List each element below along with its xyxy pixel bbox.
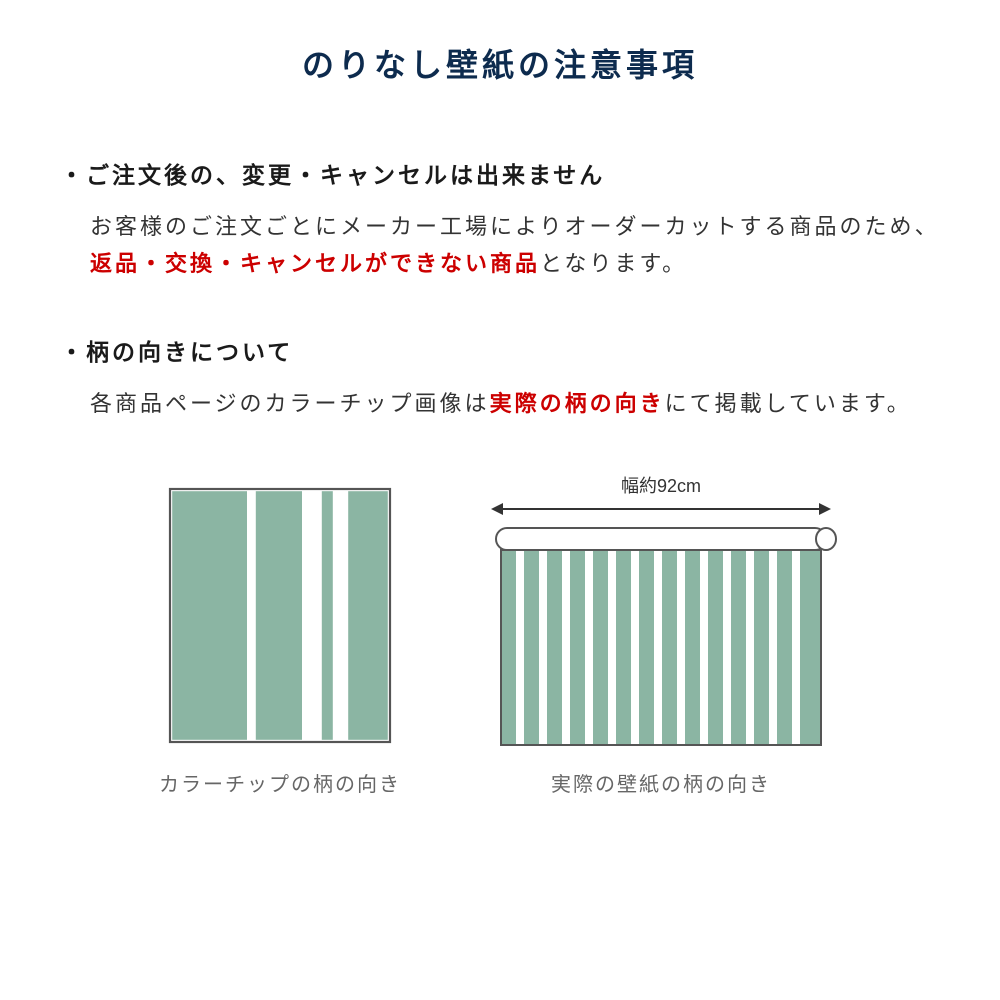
- diagram-row: カラーチップの柄の向き 幅約92cm: [60, 472, 940, 797]
- color-chip-diagram: カラーチップの柄の向き: [159, 478, 401, 797]
- section2-text-before: 各商品ページのカラーチップ画像は: [90, 391, 490, 416]
- section-cancel: ・ご注文後の、変更・キャンセルは出来ません お客様のご注文ごとにメーカー工場によ…: [60, 156, 940, 283]
- section2-body: 各商品ページのカラーチップ画像は実際の柄の向きにて掲載しています。: [90, 385, 940, 422]
- section1-text-after: となります。: [540, 251, 687, 276]
- section-pattern-direction: ・柄の向きについて 各商品ページのカラーチップ画像は実際の柄の向きにて掲載してい…: [60, 333, 940, 422]
- wallpaper-roll-diagram: 幅約92cm 実際の壁紙の柄の向き: [481, 472, 841, 797]
- section2-emphasis: 実際の柄の向き: [490, 391, 665, 416]
- section1-text-before: お客様のご注文ごとにメーカー工場によりオーダーカットする商品のため、: [90, 214, 940, 239]
- arrow-left-icon: [491, 503, 503, 515]
- arrow-line-segment: [503, 508, 819, 510]
- section2-text-after: にて掲載しています。: [665, 391, 912, 416]
- section1-body: お客様のご注文ごとにメーカー工場によりオーダーカットする商品のため、返品・交換・…: [90, 208, 940, 283]
- arrow-right-icon: [819, 503, 831, 515]
- page-title: のりなし壁紙の注意事項: [60, 40, 940, 86]
- wallpaper-roll-caption: 実際の壁紙の柄の向き: [551, 768, 771, 797]
- wallpaper-roll-svg: [481, 523, 841, 753]
- color-chip-svg: [159, 478, 401, 753]
- width-arrow: [491, 503, 831, 515]
- section2-heading: ・柄の向きについて: [60, 333, 940, 367]
- color-chip-caption: カラーチップの柄の向き: [159, 768, 401, 797]
- section1-emphasis: 返品・交換・キャンセルができない商品: [90, 251, 540, 276]
- width-label: 幅約92cm: [621, 472, 701, 498]
- section1-heading: ・ご注文後の、変更・キャンセルは出来ません: [60, 156, 940, 190]
